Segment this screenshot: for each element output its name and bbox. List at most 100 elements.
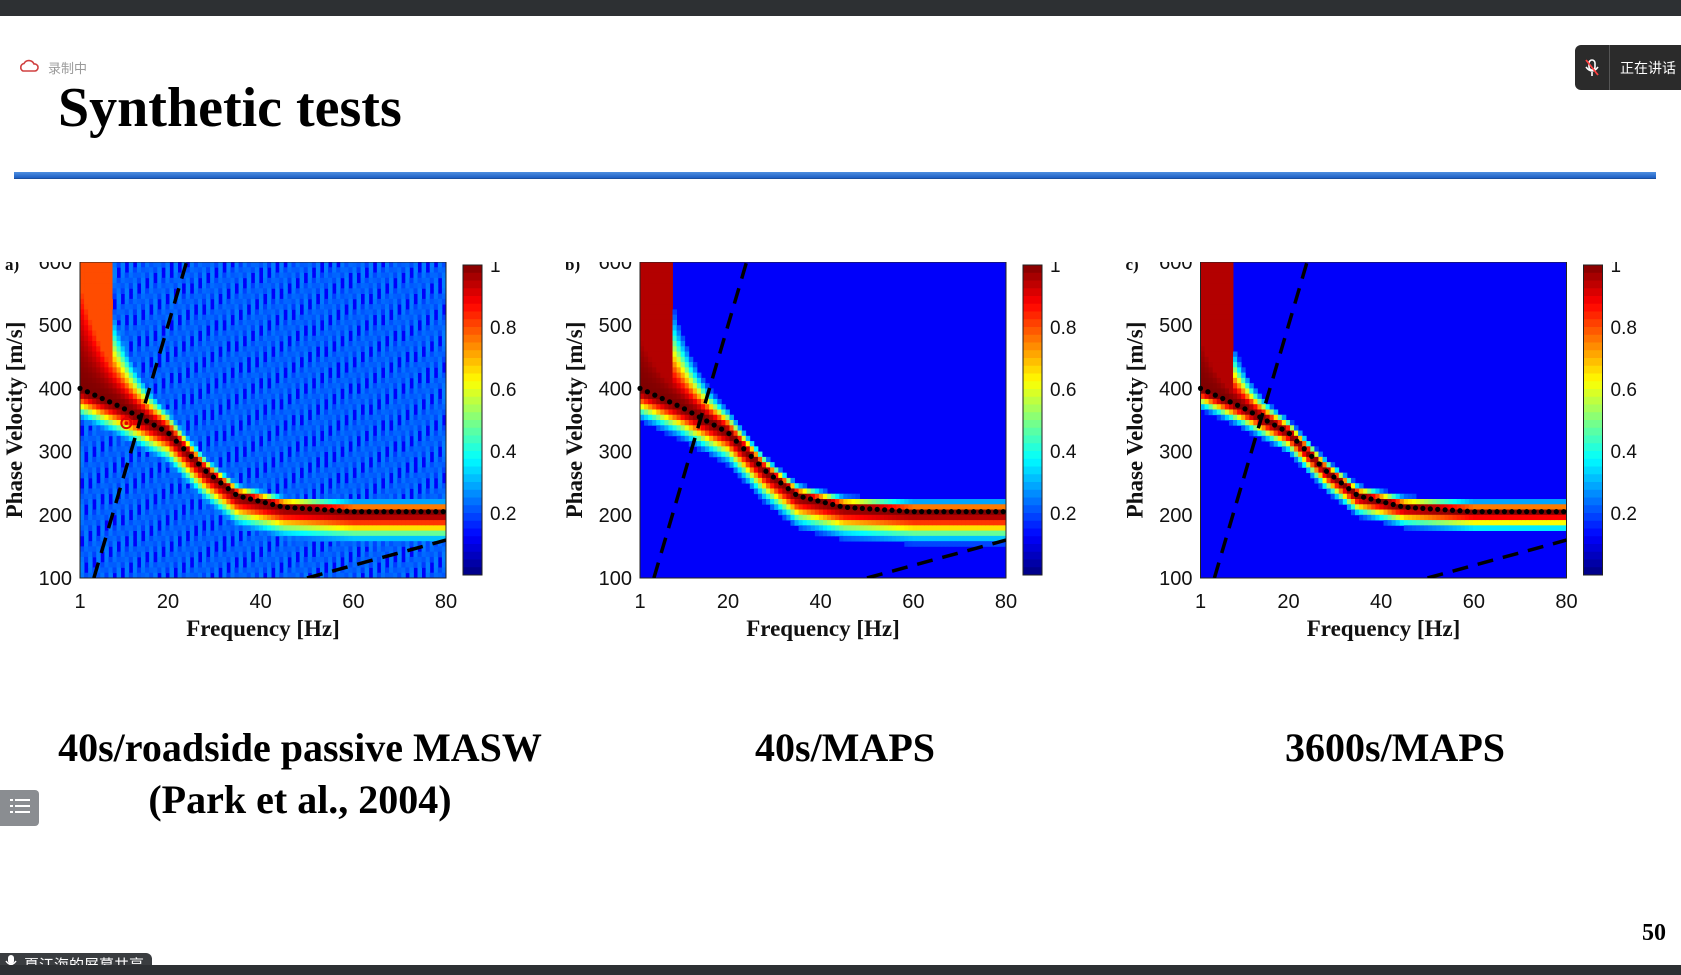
heatmap-cell bbox=[263, 567, 268, 574]
heatmap-cell bbox=[234, 504, 239, 510]
heatmap-cell bbox=[315, 477, 321, 484]
heatmap-cell bbox=[332, 277, 337, 284]
heatmap-cell bbox=[124, 298, 130, 305]
heatmap-cell bbox=[368, 472, 374, 479]
heatmap-cell bbox=[197, 293, 203, 300]
heatmap-cell bbox=[287, 551, 292, 558]
heatmap-cell bbox=[393, 262, 398, 268]
heatmap-cell bbox=[380, 393, 386, 400]
heatmap-cell bbox=[319, 314, 325, 321]
heatmap-cell bbox=[136, 272, 142, 279]
heatmap-cell bbox=[242, 420, 248, 426]
heatmap-cell bbox=[157, 472, 162, 479]
heatmap-cell bbox=[433, 404, 439, 410]
heatmap-cell bbox=[100, 298, 105, 305]
heatmap-cell bbox=[254, 451, 260, 458]
heatmap-cell bbox=[173, 551, 178, 558]
heatmap-cell bbox=[197, 530, 203, 537]
heatmap-cell bbox=[291, 319, 296, 326]
heatmap-cell bbox=[441, 546, 446, 553]
heatmap-cell bbox=[376, 514, 382, 521]
heatmap-cell bbox=[425, 572, 431, 578]
heatmap-cell bbox=[397, 425, 402, 431]
heatmap-cell bbox=[177, 551, 183, 558]
heatmap-cell bbox=[656, 335, 661, 342]
heatmap-cell bbox=[88, 435, 93, 442]
heatmap-cell bbox=[680, 362, 686, 368]
speaking-indicator[interactable]: 正在讲话 bbox=[1575, 45, 1681, 90]
heatmap-cell bbox=[92, 351, 97, 358]
heatmap-cell bbox=[307, 388, 313, 395]
heatmap-cell bbox=[222, 393, 227, 400]
heatmap-cell bbox=[132, 272, 138, 279]
heatmap-cell bbox=[189, 435, 195, 442]
heatmap-cell bbox=[238, 509, 244, 516]
heatmap-cell bbox=[267, 314, 272, 321]
heatmap-cell bbox=[360, 477, 366, 484]
heatmap-cell bbox=[173, 304, 178, 310]
heatmap-cell bbox=[344, 441, 349, 447]
heatmap-cell bbox=[226, 509, 231, 516]
heatmap-cell bbox=[104, 493, 109, 500]
heatmap-cell bbox=[238, 435, 244, 442]
heatmap-cell bbox=[437, 462, 443, 468]
heatmap-cell bbox=[668, 346, 673, 352]
heatmap-cell bbox=[210, 441, 215, 447]
heatmap-cell bbox=[295, 488, 300, 495]
heatmap-cell bbox=[263, 551, 268, 558]
heatmap-cell bbox=[267, 535, 272, 542]
heatmap-cell bbox=[197, 467, 203, 474]
heatmap-cell bbox=[656, 272, 661, 279]
heatmap-cell bbox=[157, 493, 162, 500]
heatmap-cell bbox=[299, 367, 305, 373]
heatmap-cell bbox=[640, 388, 645, 395]
heatmap-cell bbox=[336, 430, 341, 437]
heatmap-cell bbox=[364, 335, 370, 342]
heatmap-cell bbox=[271, 277, 276, 284]
heatmap-cell bbox=[271, 488, 276, 495]
heatmap-cell bbox=[258, 425, 264, 431]
dispersion-point bbox=[218, 480, 224, 486]
heatmap-cell bbox=[267, 441, 272, 447]
heatmap-cell bbox=[238, 446, 244, 452]
heatmap-cell bbox=[177, 520, 183, 526]
heatmap-cell bbox=[238, 288, 244, 294]
heatmap-cell bbox=[92, 309, 97, 316]
heatmap-cell bbox=[417, 393, 422, 400]
heatmap-cell bbox=[672, 409, 677, 416]
heatmap-cell bbox=[429, 262, 435, 268]
heatmap-cell bbox=[202, 288, 207, 294]
heatmap-cell bbox=[153, 404, 158, 410]
heatmap-cell bbox=[397, 572, 402, 578]
heatmap-cell bbox=[283, 493, 288, 500]
mic-muted-icon[interactable] bbox=[1575, 45, 1610, 90]
heatmap-cell bbox=[364, 572, 370, 578]
heatmap-cell bbox=[668, 309, 673, 316]
heatmap-cell bbox=[173, 393, 178, 400]
heatmap-cell bbox=[348, 293, 353, 300]
heatmap-cell bbox=[120, 420, 126, 426]
heatmap-cell bbox=[145, 477, 150, 484]
heatmap-cell bbox=[397, 293, 402, 300]
heatmap-cell bbox=[307, 514, 313, 521]
heatmap-cell bbox=[437, 535, 443, 542]
heatmap-cell bbox=[84, 525, 89, 531]
heatmap-cell bbox=[360, 267, 366, 273]
heatmap-cell bbox=[319, 514, 325, 521]
heatmap-cell bbox=[104, 356, 109, 363]
heatmap-cell bbox=[676, 377, 682, 384]
heatmap-cell bbox=[360, 556, 366, 563]
heatmap-cell bbox=[429, 304, 435, 310]
heatmap-cell bbox=[433, 556, 439, 563]
heatmap-cell bbox=[283, 404, 288, 410]
heatmap-cell bbox=[413, 362, 418, 368]
heatmap-cell bbox=[307, 488, 313, 495]
heatmap-cell bbox=[120, 398, 126, 405]
heatmap-cell bbox=[202, 262, 207, 268]
heatmap-cell bbox=[104, 304, 109, 310]
heatmap-cell bbox=[193, 262, 199, 268]
heatmap-cell bbox=[197, 562, 203, 568]
heatmap-cell bbox=[157, 456, 162, 463]
heatmap-cell bbox=[299, 393, 305, 400]
heatmap-cell bbox=[246, 335, 252, 342]
